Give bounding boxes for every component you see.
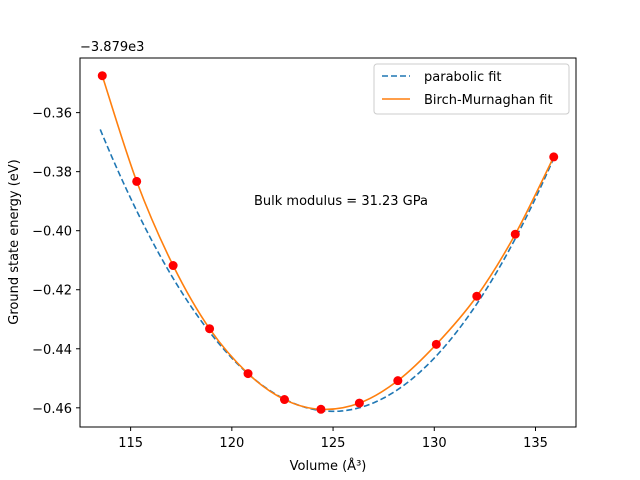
y-tick-label-4: −0.38 (32, 166, 72, 181)
y-offset-label: −3.879e3 (80, 40, 144, 55)
parabolic-fit-line (99, 129, 557, 413)
y-tick-label-2: −0.42 (32, 284, 72, 299)
data-point-0 (97, 71, 107, 81)
legend-box (373, 63, 570, 115)
data-points (97, 71, 559, 414)
legend-label-birch-murnaghan: Birch-Murnaghan fit (424, 93, 553, 108)
legend: parabolic fit Birch-Murnaghan fit (373, 63, 570, 115)
y-axis: −0.46 −0.44 −0.42 −0.40 −0.38 −0.36 (32, 107, 80, 417)
y-tick-label-3: −0.40 (32, 225, 72, 240)
x-tick-label-125: 125 (321, 436, 346, 451)
data-point-8 (393, 376, 403, 386)
data-point-7 (354, 398, 364, 408)
data-point-11 (510, 229, 520, 239)
data-point-5 (279, 395, 289, 405)
data-point-2 (168, 261, 178, 271)
bulk-modulus-annotation: Bulk modulus = 31.23 GPa (254, 194, 428, 209)
y-tick-label-0: −0.46 (32, 402, 72, 417)
x-tick-label-130: 130 (422, 436, 447, 451)
data-point-12 (549, 152, 559, 162)
x-tick-label-115: 115 (118, 436, 143, 451)
data-point-1 (132, 176, 142, 186)
x-tick-label-120: 120 (219, 436, 244, 451)
y-tick-label-1: −0.44 (32, 343, 72, 358)
data-point-3 (205, 324, 215, 334)
x-axis: 115 120 125 130 135 (118, 427, 548, 451)
data-point-4 (243, 369, 253, 379)
y-axis-label: Ground state energy (eV) (7, 159, 22, 324)
data-point-9 (431, 339, 441, 349)
legend-label-parabolic: parabolic fit (424, 70, 502, 85)
y-tick-label-5: −0.36 (32, 107, 72, 122)
data-point-10 (472, 291, 482, 301)
x-tick-label-135: 135 (523, 436, 548, 451)
x-axis-label: Volume (Å³) (290, 458, 367, 474)
data-point-6 (316, 404, 326, 414)
plot-frame (79, 57, 577, 428)
